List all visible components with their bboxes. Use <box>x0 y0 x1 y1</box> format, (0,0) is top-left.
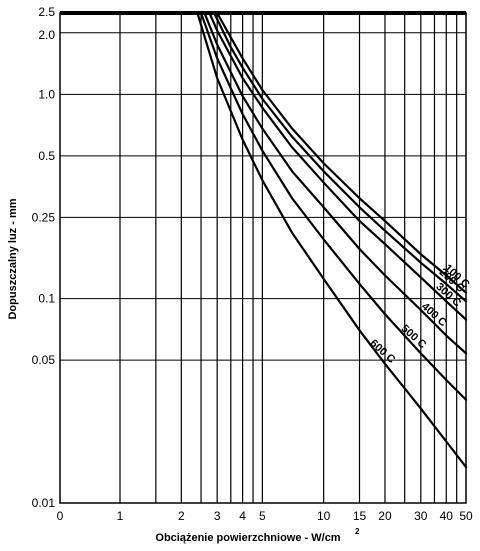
x-tick-label: 50 <box>459 509 473 523</box>
y-tick-label: 0.25 <box>32 210 56 224</box>
x-tick-label: 5 <box>259 509 266 523</box>
series-line <box>196 11 468 469</box>
series-line <box>213 11 468 303</box>
x-tick-label: 4 <box>239 509 246 523</box>
tick-labels: 0 1 2 3 4 5 10 15 20 30 40 50 2.5 2.0 1.0 0.5 0.25 0.1 0.0… <box>32 5 473 523</box>
x-tick-label: 2 <box>178 509 185 523</box>
x-tick-label: 3 <box>214 509 221 523</box>
series-line <box>208 11 468 321</box>
series-line <box>199 11 468 401</box>
y-tick-label: 2.0 <box>38 28 55 42</box>
y-tick-label: 0.1 <box>38 292 55 306</box>
x-axis-label: Obciążenie powierzchniowe - W/cm <box>155 532 340 544</box>
y-tick-label: 0.05 <box>32 353 56 367</box>
x-tick-label: 1 <box>117 509 124 523</box>
y-tick-label: 0.5 <box>38 149 55 163</box>
series-line <box>203 11 468 355</box>
curves <box>196 11 468 469</box>
y-tick-label: 2.5 <box>38 5 55 19</box>
x-tick-label: 0 <box>57 509 64 523</box>
plot-frame <box>59 11 467 504</box>
x-tick-label: 10 <box>317 509 331 523</box>
y-tick-label: 1.0 <box>38 87 55 101</box>
y-tick-label: 0.01 <box>32 496 56 510</box>
series-line <box>216 11 468 294</box>
x-axis-label-superscript: 2 <box>355 527 360 536</box>
x-tick-label: 20 <box>378 509 392 523</box>
x-tick-label: 15 <box>353 509 367 523</box>
y-axis-label: Dopuszczalny luz - mm <box>7 198 19 319</box>
grid <box>60 12 466 503</box>
x-tick-label: 40 <box>440 509 454 523</box>
x-tick-label: 30 <box>414 509 428 523</box>
